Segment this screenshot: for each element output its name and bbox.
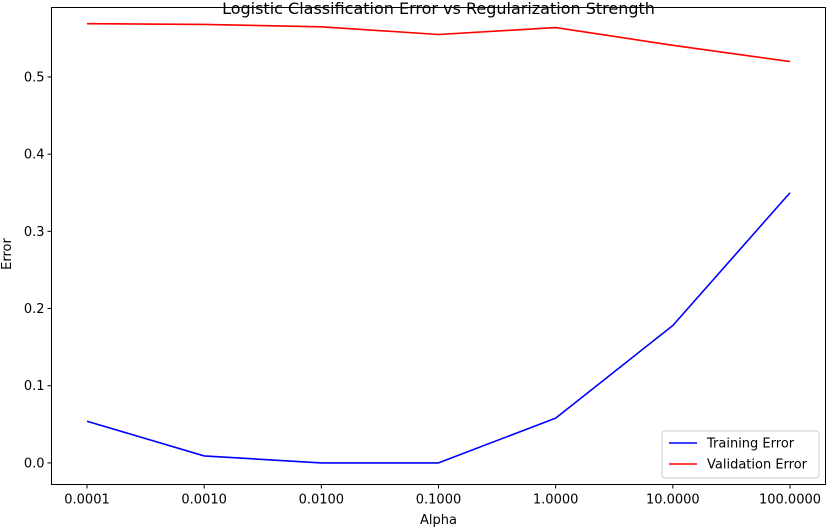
legend-label: Training Error — [706, 437, 795, 452]
y-tick-label: 0.1 — [24, 379, 45, 394]
series-line-validation-error — [86, 22, 791, 63]
y-tick-label: 0.0 — [24, 456, 45, 471]
plot-area — [86, 22, 791, 464]
x-tick-label: 0.0010 — [181, 493, 227, 508]
x-axis-label: Alpha — [420, 513, 457, 527]
x-axis: 0.0001 0.0010 0.0100 0.1000 1.0000 10.0000 100… — [64, 484, 821, 508]
y-tick-label: 0.5 — [24, 70, 45, 85]
y-axis: 0.0 0.1 0.2 0.3 0.4 0.5 — [24, 70, 52, 471]
x-tick-label: 0.0001 — [64, 493, 110, 508]
x-tick-label: 0.1000 — [416, 493, 462, 508]
x-tick-label: 0.0100 — [299, 493, 345, 508]
y-axis-label: Error — [0, 238, 15, 270]
y-tick-label: 0.3 — [24, 225, 45, 240]
x-tick-label: 100.0000 — [759, 493, 821, 508]
y-tick-label: 0.2 — [24, 302, 45, 317]
legend-label: Validation Error — [707, 458, 808, 473]
legend: Training Error Validation Error — [661, 430, 820, 479]
legend-box — [661, 430, 820, 479]
series-line-training-error — [86, 192, 791, 464]
plot-frame — [51, 7, 826, 485]
y-tick-label: 0.4 — [24, 148, 45, 163]
chart-title: Logistic Classification Error vs Regular… — [222, 0, 655, 18]
x-tick-label: 10.0000 — [646, 493, 700, 508]
x-tick-label: 1.0000 — [533, 493, 579, 508]
